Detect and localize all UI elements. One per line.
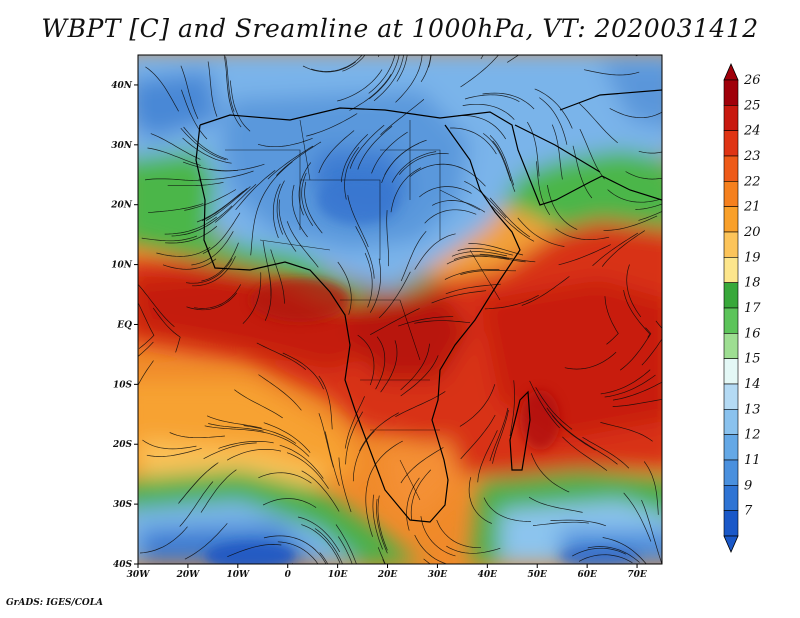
plot-title: WBPT [C] and Sreamline at 1000hPa, VT: 2… [41,14,759,43]
lon-tick-label: 30W [127,570,151,580]
lat-tick-label: 30S [113,500,133,510]
colorbar-swatch [723,105,739,131]
colorbar-label: 26 [743,73,761,88]
lon-tick-label: 20W [176,570,201,580]
colorbar-label: 16 [744,326,761,341]
colorbar-swatch [723,79,739,106]
lon-tick-label: 10E [328,570,348,580]
lon-tick-label: 0 [285,570,292,580]
colorbar-label: 13 [744,402,761,417]
colorbar-label: 19 [744,250,761,265]
colorbar-label: 7 [744,504,753,519]
lat-tick-label: 10S [113,380,133,390]
colorbar-swatch [723,510,739,537]
lon-tick-label: 30E [428,570,448,580]
lon-tick-label: 60E [577,570,597,580]
colorbar-swatch [723,333,739,359]
colorbar-label: 12 [744,428,761,443]
lon-axis: 30W 20W 10W 0 10E 20E 30E 40E 50E 60E 70E [127,564,647,580]
wbpt-shading [138,55,662,564]
colorbar-label: 14 [744,377,761,392]
streamlines [138,55,662,564]
lon-tick-label: 40E [478,570,498,580]
lon-tick-label: 10W [226,570,250,580]
lat-tick-label: 20S [112,440,133,450]
colorbar-swatch [723,383,739,410]
colorbar-label: 25 [743,98,761,113]
lat-tick-label: EQ [116,320,132,330]
colorbar-label: 22 [743,174,761,189]
colorbar-swatch [723,485,739,511]
lat-tick-label: 20N [110,201,133,211]
colorbar-swatch [723,231,739,258]
country-borders [225,119,501,501]
colorbar-swatch [723,307,739,334]
colorbar-label: 20 [743,225,761,240]
lat-tick-label: 10N [111,261,133,271]
map-plot-area [138,55,662,564]
colorbar-swatch [723,181,739,207]
colorbar-label: 24 [743,124,761,139]
colorbar: 26 25 24 23 22 21 20 19 18 17 16 15 14 13 12 11 9 7 [723,63,761,553]
colorbar-swatch [723,206,739,233]
lon-tick-label: 70E [627,570,647,580]
colorbar-swatch [723,434,739,461]
lat-tick-label: 30N [111,141,133,151]
lon-tick-label: 20E [377,570,398,580]
lat-axis: 40N 30N 20N 10N EQ 10S 20S 30S 40S [110,81,138,570]
colorbar-swatch [723,257,739,283]
colorbar-label: 11 [744,453,761,468]
colorbar-label: 17 [744,301,761,316]
colorbar-label: 9 [744,478,752,493]
grads-credit: GrADS: IGES/COLA [6,598,104,608]
coastlines [195,89,662,523]
colorbar-label: 15 [744,352,761,367]
colorbar-swatch [723,282,739,309]
lat-tick-label: 40N [111,81,133,91]
lon-tick-label: 50E [528,570,548,580]
colorbar-label: 18 [744,276,761,291]
colorbar-upper-arrow [723,63,739,81]
colorbar-swatch [723,409,739,435]
colorbar-swatch [723,155,739,182]
lat-tick-label: 40S [113,560,133,570]
colorbar-swatch [723,459,739,486]
colorbar-lower-arrow [723,535,739,553]
colorbar-swatch [723,358,739,385]
colorbar-swatch [723,130,739,157]
colorbar-label: 21 [743,200,761,215]
streamline-path [138,55,662,564]
colorbar-label: 23 [743,149,761,164]
map-frame [137,54,663,565]
